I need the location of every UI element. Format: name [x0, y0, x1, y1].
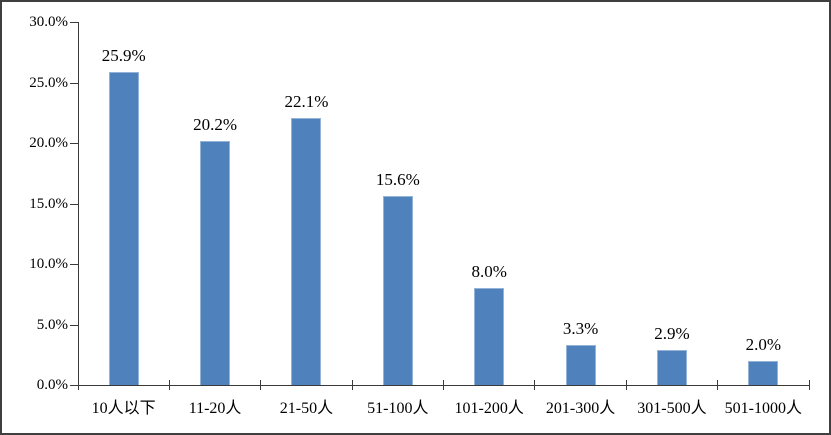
bar — [200, 141, 231, 385]
bar-value-label: 3.3% — [562, 319, 599, 338]
x-axis-tick-mark — [717, 380, 719, 390]
y-axis-tick-mark — [70, 22, 78, 23]
x-axis-tick-mark — [534, 380, 536, 390]
bar — [382, 196, 413, 385]
bar-value-label: 2.0% — [745, 335, 782, 354]
y-axis-tick-mark — [70, 324, 78, 326]
x-axis-category-label: 501-1000人 — [724, 400, 802, 417]
bar-value-label: 8.0% — [471, 262, 507, 281]
x-axis-category-label: 21-50人 — [279, 400, 334, 417]
bar — [748, 361, 779, 385]
y-axis-tick-label: 10.0% — [29, 256, 68, 272]
y-axis-tick-label: 30.0% — [29, 14, 68, 30]
bar — [565, 345, 596, 385]
y-axis-tick-label: 5.0% — [36, 316, 68, 333]
x-axis-tick-mark — [808, 380, 810, 390]
x-axis-category-label: 101-200人 — [454, 400, 524, 417]
y-axis-tick-label: 0.0% — [36, 377, 68, 393]
x-axis-tick-mark — [625, 380, 627, 390]
x-axis-category-label: 301-500人 — [637, 400, 707, 417]
bar — [108, 72, 139, 385]
x-axis-tick-mark — [443, 380, 444, 390]
x-axis-tick-mark — [351, 380, 353, 390]
y-axis-tick-label: 15.0% — [29, 195, 68, 212]
y-axis-tick-mark — [70, 82, 78, 84]
y-axis-tick-mark — [70, 203, 78, 205]
plot-area — [78, 22, 810, 386]
x-axis-category-label: 201-300人 — [545, 400, 616, 417]
y-axis-tick-mark — [70, 143, 78, 144]
bar — [474, 288, 505, 385]
x-axis-tick-mark — [168, 380, 170, 390]
x-axis-category-label: 10人以下 — [91, 400, 156, 417]
y-axis-tick-label: 25.0% — [29, 74, 68, 91]
bar-value-label: 20.2% — [193, 115, 238, 134]
y-axis-tick-mark — [70, 264, 78, 265]
bar-value-label: 15.6% — [375, 170, 420, 189]
bar — [656, 350, 687, 385]
x-axis-tick-mark — [260, 380, 262, 390]
x-axis-category-label: 11-20人 — [188, 400, 242, 417]
bar-value-label: 25.9% — [101, 46, 146, 65]
bar — [291, 118, 322, 385]
bar-value-label: 2.9% — [654, 324, 690, 343]
y-axis-tick-label: 20.0% — [29, 135, 68, 151]
x-axis-category-label: 51-100人 — [367, 400, 429, 417]
bar-value-label: 22.1% — [284, 92, 329, 111]
y-axis-tick-mark — [70, 385, 78, 386]
x-axis-tick-mark — [77, 380, 79, 390]
